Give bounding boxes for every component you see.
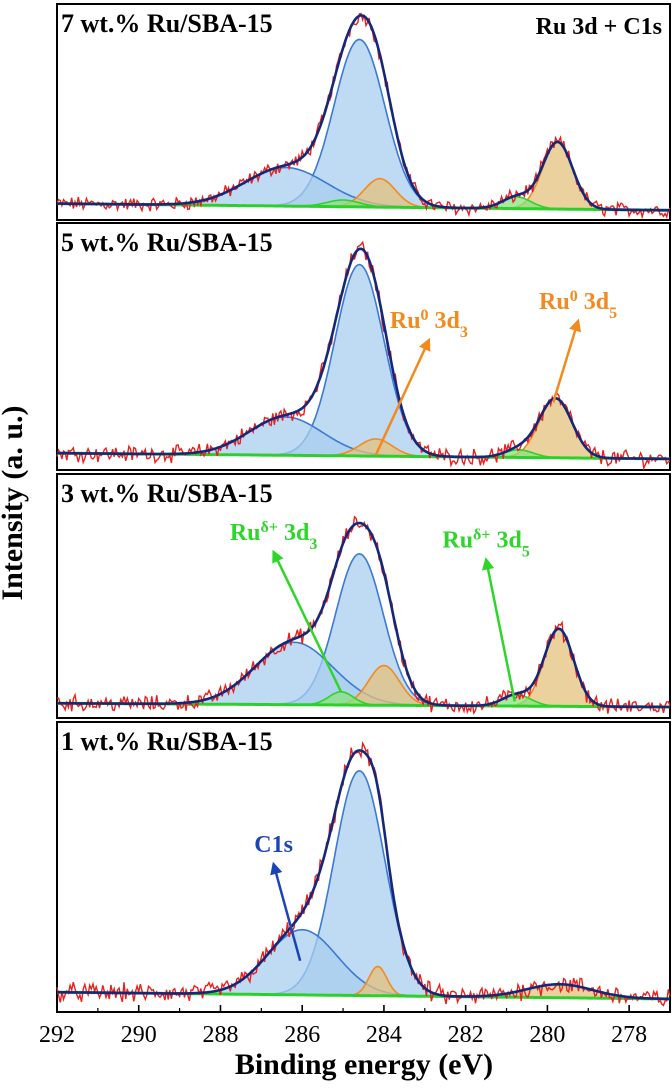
annotation-arrow — [374, 337, 431, 456]
corner-label: Ru 3d + C1s — [536, 14, 662, 40]
x-tick-label: 292 — [39, 1022, 75, 1048]
x-tick-label: 280 — [529, 1022, 565, 1048]
panel-label: 5 wt.% Ru/SBA-15 — [61, 228, 273, 257]
panel-label: 7 wt.% Ru/SBA-15 — [61, 9, 273, 38]
x-tick-label: 282 — [448, 1022, 484, 1048]
y-axis-label: Intensity (a. u.) — [0, 405, 29, 600]
fit-envelope-line — [56, 247, 670, 461]
fit-envelope-line — [57, 14, 670, 212]
ru0-component-fill — [318, 178, 442, 208]
x-axis: 292 290 288 286 284 282 280 278 — [39, 1005, 647, 1048]
panel-frame — [56, 3, 671, 221]
rud-component-fill — [460, 196, 574, 210]
annotation-label: Ru0 3d5 — [539, 288, 617, 322]
annotation-arrow — [481, 557, 516, 702]
panel-1: 7 wt.% Ru/SBA-15 — [56, 3, 671, 221]
c1s-component-fill — [261, 264, 456, 457]
annotation-label: Ruδ+ 3d3 — [230, 518, 317, 552]
c1s-component-fill — [258, 39, 460, 208]
c1s-component-fill — [258, 770, 460, 997]
ru0-component-fill — [343, 966, 414, 997]
panel-3: 3 wt.% Ru/SBA-15 — [56, 473, 671, 719]
x-tick-label: 284 — [366, 1022, 402, 1048]
raw-spectrum-line — [56, 740, 671, 1007]
x-tick-label: 288 — [202, 1022, 238, 1048]
annotation-arrow — [270, 861, 302, 962]
panel-2: 5 wt.% Ru/SBA-15 — [56, 222, 671, 471]
panel-4: 1 wt.% Ru/SBA-15 — [56, 721, 671, 1013]
c1s-component-fill — [140, 642, 448, 706]
ru0-component-fill — [500, 628, 617, 707]
c1s-component-fill — [124, 167, 448, 208]
ru0-component-fill — [321, 665, 447, 706]
c1s-component-fill — [140, 417, 433, 457]
panel-frame — [56, 222, 671, 471]
panel-frame — [56, 721, 671, 1013]
annotation-label: Ruδ+ 3d5 — [442, 526, 529, 560]
panels-layer: 7 wt.% Ru/SBA-15 5 wt.% Ru/SBA-15 3 wt.% R… — [56, 3, 671, 1013]
fit-envelope-line — [57, 521, 670, 709]
c1s-component-fill — [264, 553, 453, 706]
fit-envelope-line — [57, 749, 670, 1001]
ru0-component-fill — [312, 438, 442, 457]
rud-component-fill — [460, 694, 574, 707]
annotation-label: C1s — [254, 832, 293, 858]
panel-frame — [56, 473, 671, 719]
ru0-component-fill — [498, 142, 618, 210]
ru0-component-fill — [490, 398, 620, 459]
x-tick-label: 286 — [284, 1022, 320, 1048]
annotation-arrow — [272, 549, 343, 693]
c1s-component-fill — [163, 929, 442, 997]
annotation-arrow — [552, 318, 582, 402]
x-tick-label: 290 — [121, 1022, 157, 1048]
annotation-label: Ru0 3d3 — [390, 307, 468, 341]
panel-label: 1 wt.% Ru/SBA-15 — [61, 727, 273, 756]
rud-component-fill — [462, 449, 576, 458]
x-axis-label: Binding energy (eV) — [235, 1048, 493, 1081]
rud-component-fill — [292, 691, 389, 706]
panel-label: 3 wt.% Ru/SBA-15 — [61, 479, 273, 508]
x-tick-label: 278 — [611, 1022, 647, 1048]
